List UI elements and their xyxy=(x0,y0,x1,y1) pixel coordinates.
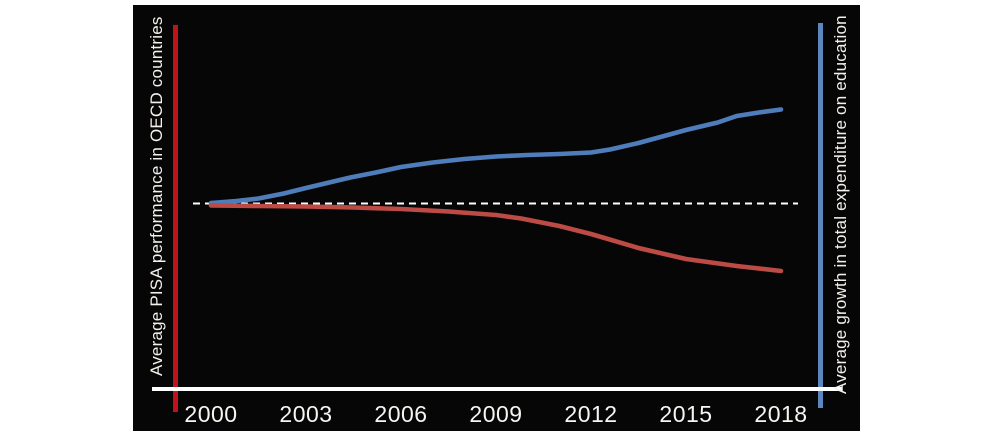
x-axis-line xyxy=(152,387,842,391)
right-axis-line xyxy=(818,23,823,408)
right-axis-label: Average growth in total expenditure on e… xyxy=(831,15,850,395)
expenditure-growth-line xyxy=(208,107,784,206)
pisa-performance-line xyxy=(208,203,784,274)
left-axis-label: Average PISA performance in OECD countri… xyxy=(147,16,166,376)
chart-area xyxy=(133,5,860,431)
left-axis-line xyxy=(173,25,178,412)
